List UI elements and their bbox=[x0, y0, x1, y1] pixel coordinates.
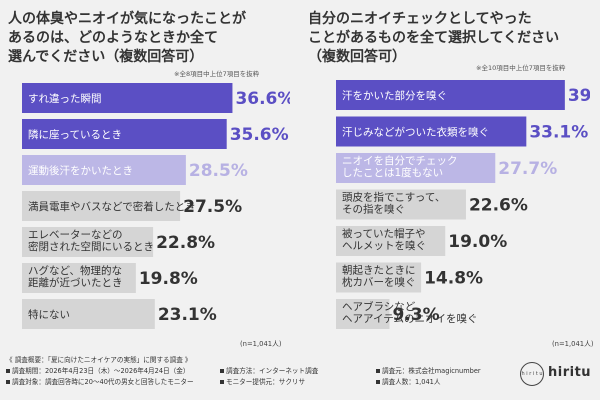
bar-2 bbox=[336, 116, 527, 147]
bar-6 bbox=[336, 262, 422, 293]
value-label: 27.5% bbox=[183, 197, 242, 217]
right-question: 自分のニオイチェックとしてやった ことがあるものを全て選択してください （複数回… bbox=[308, 11, 560, 65]
category-label: 汗じみなどがついた衣類を嗅ぐ bbox=[342, 126, 489, 139]
bar-7 bbox=[22, 299, 155, 329]
footer-target-text: 調査対象：調査回答時に20〜40代の男女と回答したモニター bbox=[12, 378, 194, 386]
bullet-icon bbox=[376, 380, 380, 384]
hiritu-logo: h i r i t u hiritu bbox=[520, 360, 600, 390]
footer-sponsor-text: 調査元：株式会社magicnumber bbox=[382, 367, 481, 375]
category-label: 距離が近づいたとき bbox=[28, 276, 123, 289]
category-label: 運動後汗をかいたとき bbox=[28, 164, 133, 177]
category-label: ニオイを自分でチェック bbox=[342, 154, 458, 167]
right-n-label: (n=1,041人) bbox=[552, 340, 594, 348]
survey-footer: 《 調査概要：「夏に向けたニオイケアの実態」に関する調査 》 調査期間：2026… bbox=[6, 354, 526, 398]
category-label: 特にない bbox=[28, 309, 70, 321]
category-label: したことは1度もない bbox=[342, 166, 443, 179]
value-label: 22.8% bbox=[156, 233, 215, 253]
category-label: 朝起きたときに bbox=[342, 265, 416, 277]
category-label: その指を嗅ぐ bbox=[342, 203, 405, 216]
footer-title: 《 調査概要：「夏に向けたニオイケアの実態」に関する調査 》 bbox=[6, 356, 192, 364]
footer-period-text: 調査期間：2026年4月23日（木）〜2026年4月24日（金） bbox=[12, 367, 190, 375]
right-panel: 自分のニオイチェックとしてやった ことがあるものを全て選択してください （複数回… bbox=[300, 0, 594, 352]
bullet-icon bbox=[376, 369, 380, 373]
value-label: 33.1% bbox=[529, 123, 588, 143]
logo-text: hiritu bbox=[548, 365, 592, 380]
footer-count-text: 調査人数：1,041人 bbox=[382, 378, 441, 386]
bar-5 bbox=[22, 227, 154, 257]
bullet-icon bbox=[6, 380, 10, 384]
category-label: 密閉された空間にいるとき bbox=[28, 240, 154, 253]
bar-5 bbox=[336, 226, 446, 256]
logo-mark: h i r i t u bbox=[520, 362, 544, 386]
bullet-icon bbox=[220, 369, 224, 373]
footer-method-text: 調査方法：インターネット調査 bbox=[226, 367, 319, 375]
left-bar-chart: すれ違った瞬間 36.6% 隣に座っているとき 35.6% 運動後汗をかいたとき 28.5… bbox=[22, 83, 290, 329]
value-label: 23.1% bbox=[158, 305, 217, 325]
footer-provider-text: モニター提供元：サクリサ bbox=[226, 378, 306, 386]
category-label: 満員電車やバスなどで密着したとき bbox=[28, 200, 196, 213]
category-label: ヘルメットを嗅ぐ bbox=[342, 239, 426, 252]
value-label: 27.7% bbox=[498, 159, 557, 179]
bar-2 bbox=[22, 119, 227, 149]
value-label: 28.5% bbox=[189, 161, 248, 181]
bar-4 bbox=[22, 191, 181, 221]
left-panel: 人の体臭やニオイが気になったことが あるのは、どのようなときか全て 選んでくださ… bbox=[0, 0, 290, 352]
value-label: 39.8% bbox=[568, 86, 590, 106]
category-label: ハグなど、物理的な bbox=[28, 264, 122, 277]
bar-1 bbox=[22, 83, 233, 113]
right-bar-chart: 汗をかいた部分を嗅ぐ 39.8% 汗じみなどがついた衣類を嗅ぐ 33.1% ニオイを自分… bbox=[336, 80, 590, 329]
bar-6 bbox=[22, 263, 136, 293]
bar-4 bbox=[336, 189, 466, 220]
left-n-label: (n=1,041人) bbox=[240, 340, 282, 348]
category-label: ヘアアイテムのニオイを嗅ぐ bbox=[342, 312, 477, 325]
bullet-icon bbox=[6, 369, 10, 373]
bar-3 bbox=[336, 153, 496, 183]
bullet-icon bbox=[220, 380, 224, 384]
value-label: 35.6% bbox=[230, 125, 289, 145]
category-label: 枕カバーを嗅ぐ bbox=[342, 276, 416, 289]
category-label: 汗をかいた部分を嗅ぐ bbox=[342, 89, 447, 102]
footer-provider: モニター提供元：サクリサ bbox=[220, 376, 305, 386]
footer-period: 調査期間：2026年4月23日（木）〜2026年4月24日（金） bbox=[6, 365, 189, 375]
bar-3 bbox=[22, 155, 186, 185]
value-label: 14.8% bbox=[424, 269, 483, 289]
footer-target: 調査対象：調査回答時に20〜40代の男女と回答したモニター bbox=[6, 376, 194, 386]
bar-1 bbox=[336, 80, 565, 110]
left-note: ※全8項目中上位7項目を抜粋 bbox=[174, 70, 260, 78]
value-label: 36.6% bbox=[235, 89, 290, 109]
category-label: エレベーターなどの bbox=[28, 229, 123, 241]
category-label: すれ違った瞬間 bbox=[28, 92, 102, 105]
footer-sponsor: 調査元：株式会社magicnumber bbox=[376, 365, 481, 375]
category-label: ヘアブラシなど bbox=[342, 300, 416, 313]
right-note: ※全10項目中上位7項目を抜粋 bbox=[476, 64, 566, 72]
left-question: 人の体臭やニオイが気になったことが あるのは、どのようなときか全て 選んでくださ… bbox=[8, 11, 246, 65]
value-label: 22.6% bbox=[469, 196, 528, 216]
category-label: 隣に座っているとき bbox=[28, 128, 122, 141]
value-label: 19.0% bbox=[448, 232, 507, 252]
value-label: 9.3% bbox=[392, 305, 439, 325]
value-label: 19.8% bbox=[139, 269, 198, 289]
category-label: 被っていた帽子や bbox=[342, 227, 425, 240]
footer-count: 調査人数：1,041人 bbox=[376, 376, 440, 386]
footer-method: 調査方法：インターネット調査 bbox=[220, 365, 318, 375]
bar-7 bbox=[336, 299, 390, 329]
category-label: 頭皮を指でこすって、 bbox=[342, 191, 445, 204]
